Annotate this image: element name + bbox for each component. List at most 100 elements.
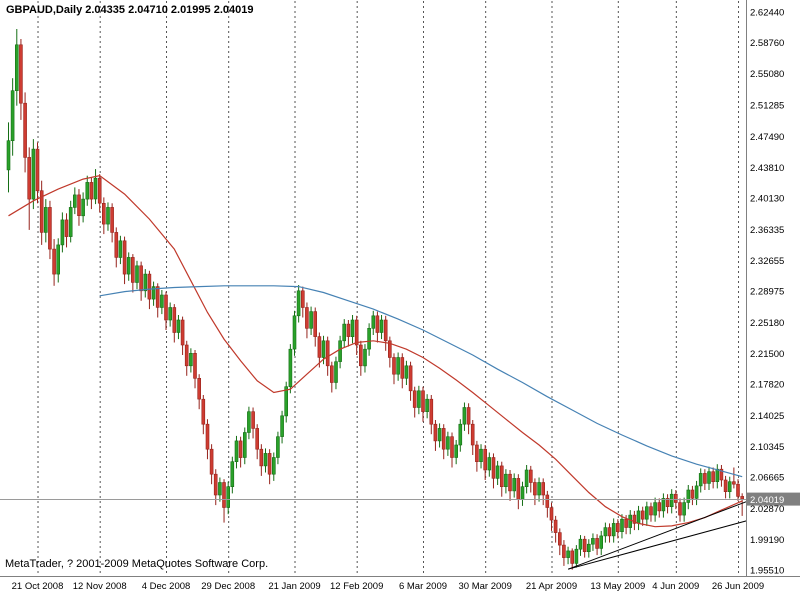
x-axis-tick: 30 Mar 2009 <box>459 581 512 592</box>
y-axis-tick: 2.47490 <box>750 132 784 143</box>
candle <box>566 546 570 565</box>
candle <box>197 374 201 410</box>
candle <box>39 180 44 245</box>
candle <box>259 444 264 476</box>
candle <box>60 212 65 253</box>
candle <box>694 480 699 506</box>
candle <box>131 254 135 293</box>
candle <box>396 352 400 381</box>
candle <box>520 481 525 506</box>
candle <box>603 522 608 543</box>
candle <box>707 466 711 490</box>
candles <box>6 29 745 570</box>
candle <box>334 356 338 390</box>
candle <box>408 361 413 401</box>
candle <box>508 470 512 501</box>
candle <box>292 310 297 356</box>
y-axis-tick: 2.14025 <box>750 411 784 422</box>
x-axis-tick: 21 Jan 2009 <box>268 581 320 592</box>
candle <box>437 423 442 448</box>
y-axis-tick: 2.43810 <box>750 163 784 174</box>
y-axis-tick: 2.02870 <box>750 504 784 515</box>
candle <box>466 403 471 435</box>
candle <box>255 424 259 460</box>
candle <box>251 407 255 439</box>
candle <box>89 177 94 210</box>
candle <box>267 449 272 485</box>
candle <box>458 419 463 452</box>
candle <box>68 200 73 243</box>
candle <box>263 448 268 473</box>
candle <box>35 142 40 204</box>
candle <box>23 92 27 173</box>
candle <box>425 394 429 419</box>
candle <box>661 493 666 518</box>
candle <box>640 506 645 526</box>
candle <box>358 340 363 376</box>
candle <box>147 270 152 310</box>
y-axis-tick: 2.21500 <box>750 349 784 360</box>
candle <box>243 427 247 465</box>
grid-vertical-lines <box>37 1 740 576</box>
candle <box>15 29 19 106</box>
candle <box>719 465 724 487</box>
candle <box>475 440 479 472</box>
y-axis-tick: 2.40130 <box>750 194 784 205</box>
candle <box>487 452 492 477</box>
candle <box>421 386 425 422</box>
candle <box>644 501 649 526</box>
candle <box>342 319 347 348</box>
candle <box>126 252 131 281</box>
candle <box>462 402 467 431</box>
candle <box>578 535 583 556</box>
candle <box>678 498 682 522</box>
candle <box>446 431 450 456</box>
candle <box>412 386 417 418</box>
candle <box>686 485 691 510</box>
y-axis-tick: 2.06665 <box>750 473 784 484</box>
candle <box>284 381 289 423</box>
candle <box>383 315 388 351</box>
candle <box>168 302 172 327</box>
candle <box>139 261 143 301</box>
candle <box>296 285 301 323</box>
candle <box>698 468 703 493</box>
candle <box>657 498 662 518</box>
candle <box>591 533 595 551</box>
candle <box>10 78 15 156</box>
candle <box>19 39 23 120</box>
candle <box>499 461 504 497</box>
candle <box>441 424 446 460</box>
candle <box>48 200 52 260</box>
candle <box>582 535 587 558</box>
candle <box>102 197 106 235</box>
candle <box>524 465 529 494</box>
candle <box>160 290 164 315</box>
candle <box>280 410 284 444</box>
candle <box>226 481 230 515</box>
candle <box>143 269 148 298</box>
candle <box>52 239 56 286</box>
candle <box>184 340 189 376</box>
candle <box>81 192 85 223</box>
bid-price-tag-text: 2.04019 <box>750 495 784 506</box>
candle <box>193 350 197 389</box>
candle <box>230 456 235 494</box>
candle <box>504 469 508 494</box>
trendline[interactable] <box>567 501 747 570</box>
candle <box>6 122 11 193</box>
x-axis-tick: 4 Dec 2008 <box>142 581 191 592</box>
candle <box>276 431 280 465</box>
y-axis-tick: 2.28975 <box>750 287 784 298</box>
candle <box>512 473 517 498</box>
candle <box>189 348 193 373</box>
x-axis-tick: 29 Dec 2008 <box>201 581 255 592</box>
x-axis-tick: 26 Jun 2009 <box>712 581 764 592</box>
trendline[interactable] <box>567 520 747 570</box>
y-axis-tick: 2.17820 <box>750 380 784 391</box>
y-axis-labels: 2.62440 2.58760 2.55080 2.51285 2.47490 2.438… <box>750 8 784 577</box>
candle <box>375 311 380 343</box>
y-axis-tick: 2.62440 <box>750 8 784 19</box>
